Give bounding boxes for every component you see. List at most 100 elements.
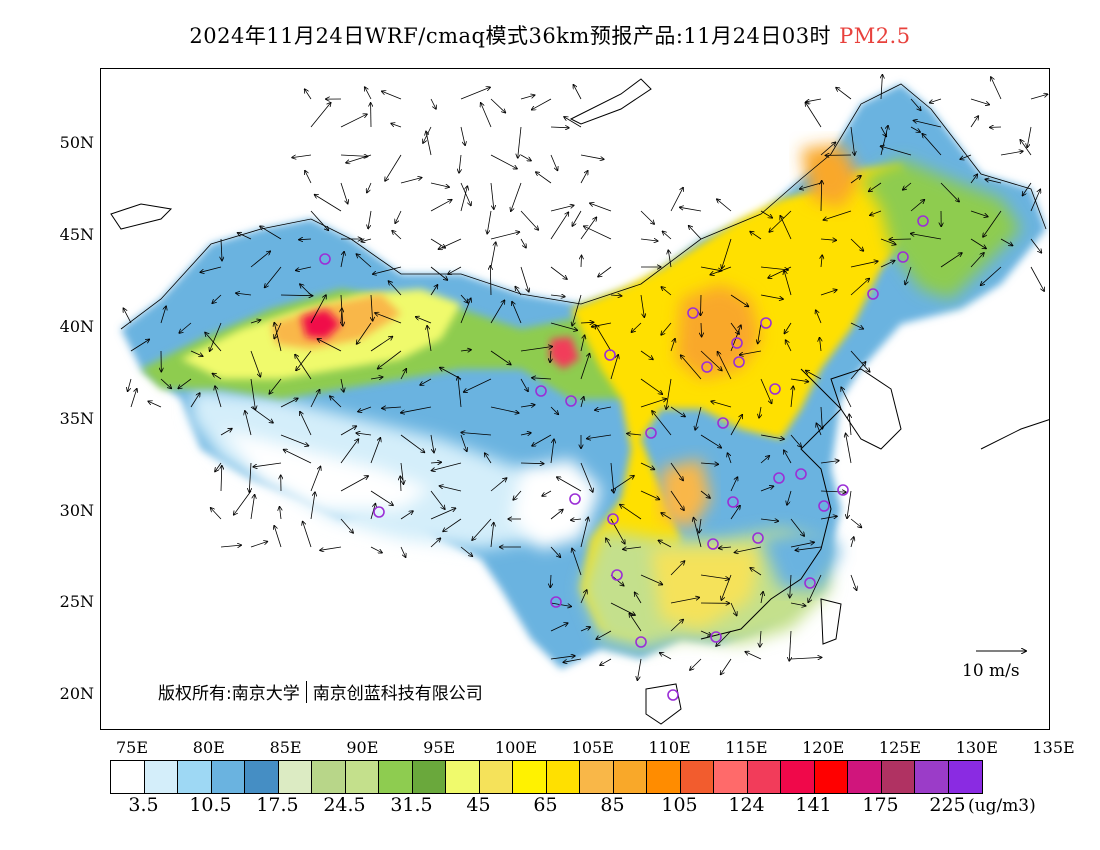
x-tick-label: 115E — [725, 738, 768, 757]
city-marker — [837, 484, 849, 496]
wind-arrow — [629, 613, 642, 632]
wind-arrow — [970, 98, 989, 105]
wind-arrow — [460, 182, 471, 205]
y-tick-label: 40N — [59, 317, 94, 336]
colorbar-cell — [379, 761, 413, 793]
wind-arrow — [557, 477, 582, 492]
wind-arrow — [490, 266, 491, 296]
wind-arrow — [245, 411, 252, 436]
colorbar-label: 124 — [728, 794, 765, 816]
wind-arrow — [512, 302, 522, 324]
wind-arrow — [730, 294, 748, 307]
wind-arrow — [981, 266, 1002, 285]
wind-arrow — [820, 491, 846, 492]
wind-arrow — [370, 337, 393, 352]
wind-arrow — [640, 574, 662, 585]
wind-arrow — [564, 117, 582, 128]
y-tick-label: 30N — [59, 501, 94, 520]
wind-arrow — [430, 238, 445, 248]
wind-arrow — [358, 406, 372, 412]
wind-arrow — [850, 574, 857, 590]
wind-arrow — [910, 98, 921, 110]
colorbar-cell — [111, 761, 145, 793]
field-fujian-blue — [761, 529, 841, 589]
wind-arrow — [580, 335, 585, 352]
wind-arrow — [970, 210, 988, 217]
colorbar-cell — [915, 761, 949, 793]
wind-arrow — [689, 226, 702, 240]
wind-arrow — [296, 350, 312, 370]
wind-arrow — [760, 519, 778, 521]
wind-arrow — [280, 507, 282, 520]
wind-arrow — [382, 91, 402, 100]
wind-arrow — [580, 171, 588, 184]
wind-arrow — [460, 434, 467, 451]
city-marker — [565, 395, 577, 407]
wind-arrow — [238, 233, 252, 240]
wind-arrow — [392, 231, 402, 240]
wind-arrow — [668, 250, 672, 268]
city-marker — [604, 349, 616, 361]
wind-arrow — [459, 154, 461, 173]
wind-arrow — [430, 508, 456, 520]
wind-arrow — [660, 653, 672, 660]
wind-arrow — [572, 210, 582, 226]
wind-vectors — [123, 75, 1047, 681]
wind-arrow — [595, 406, 612, 410]
wind-arrow — [389, 281, 402, 296]
wind-arrow — [340, 518, 353, 533]
wind-arrow — [760, 210, 772, 218]
wind-arrow — [490, 98, 505, 113]
wind-arrow — [800, 182, 822, 189]
x-tick-label: 90E — [346, 738, 379, 757]
wind-arrow — [572, 549, 582, 576]
pm25-map — [110, 69, 1049, 725]
city-marker — [319, 253, 331, 265]
wind-arrow — [1023, 182, 1032, 196]
wind-arrow — [791, 386, 793, 408]
colorbar-cell — [345, 761, 379, 793]
wind-arrow — [760, 486, 773, 492]
wind-arrow — [260, 226, 282, 240]
wind-arrow — [985, 179, 1002, 184]
city-marker — [773, 472, 785, 484]
wind-arrow — [385, 154, 402, 181]
city-marker — [867, 288, 879, 300]
wind-arrow — [910, 126, 920, 132]
wind-arrow — [590, 203, 612, 212]
wind-arrow — [823, 210, 852, 220]
wind-arrow — [821, 406, 822, 429]
wind-arrow — [269, 378, 282, 394]
wind-arrow — [550, 656, 575, 660]
wind-arrow — [265, 266, 282, 288]
chart-title: 2024年11月24日WRF/cmaq模式36km预报产品:11月24日03时 P… — [0, 20, 1100, 50]
wind-arrow — [787, 490, 792, 505]
wind-arrow — [481, 103, 492, 128]
city-marker — [707, 538, 719, 550]
wind-arrow — [200, 266, 222, 272]
wind-arrow — [581, 256, 582, 268]
wind-arrow — [391, 124, 402, 128]
colorbar-cell — [881, 761, 915, 793]
wind-arrow — [850, 238, 863, 251]
wind-arrow — [681, 355, 702, 380]
wind-arrow — [910, 200, 924, 212]
colorbar-label: 65 — [533, 794, 558, 816]
wind-arrow — [160, 306, 166, 324]
wind-reference-label: 10 m/s — [962, 661, 1020, 681]
wind-arrow — [340, 114, 367, 128]
wind-arrow — [220, 545, 241, 547]
city-marker — [550, 596, 562, 608]
wind-arrow — [905, 266, 912, 285]
wind-arrow — [430, 182, 449, 187]
wind-arrow — [213, 374, 222, 380]
wind-arrow — [846, 434, 852, 464]
wind-arrow — [518, 126, 522, 158]
wind-arrow — [300, 284, 312, 296]
wind-arrow — [130, 339, 149, 352]
colorbar-cell — [848, 761, 882, 793]
colorbar-cell — [513, 761, 547, 793]
wind-arrow — [758, 322, 762, 344]
wind-arrow — [550, 546, 560, 557]
wind-arrow — [430, 434, 434, 453]
